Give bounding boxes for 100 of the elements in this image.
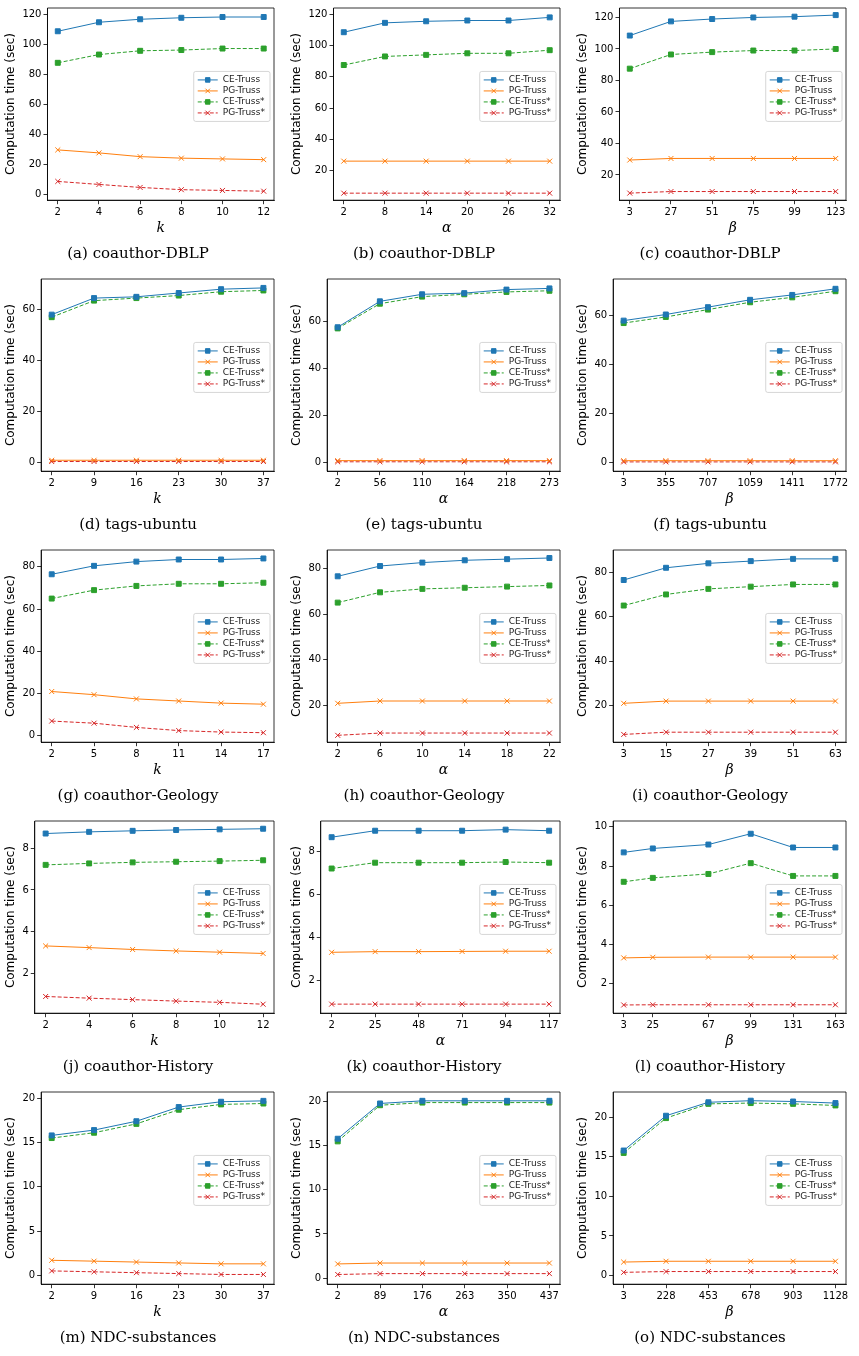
legend-label: PG-Truss [508,1169,547,1180]
y-tick-label: 60 [594,610,608,622]
x-axis-title: β [724,1303,734,1320]
y-tick-label: 80 [308,561,322,573]
y-tick-label: 40 [22,354,36,366]
legend-label: CE-Truss [508,345,547,356]
legend-label: CE-Truss [508,887,547,898]
y-axis-title: Computation time (sec) [289,575,304,718]
y-tick-label: 20 [28,157,42,169]
y-tick-label: 0 [28,1268,36,1280]
x-tick-label: 71 [455,1018,469,1030]
x-tick-label: 2 [48,476,55,488]
y-tick-label: 120 [594,11,614,23]
legend-label: PG-Truss* [508,920,552,931]
text: (i) coauthor-Geology [631,785,789,804]
x-axis-title: β [724,490,734,507]
x-tick-label: 37 [257,1289,270,1301]
y-axis-title: Computation time (sec) [289,304,304,447]
x-tick-label: 27 [664,205,678,217]
x-tick-label: 707 [698,476,718,488]
x-tick-label: 10 [216,205,229,217]
y-tick-label: 60 [22,303,36,315]
x-tick-label: 30 [214,476,228,488]
x-axis-title: β [724,761,734,778]
x-tick-label: 5 [90,747,98,759]
x-tick-label: 8 [133,747,140,759]
x-axis-title: α [438,1303,449,1320]
y-tick-label: 100 [594,42,614,54]
x-tick-label: 110 [412,476,432,488]
legend-label: PG-Truss [222,85,261,96]
x-tick-label: 26 [502,205,515,217]
y-tick-label: 20 [594,1110,608,1122]
y-tick-label: 0 [28,455,36,467]
x-tick-label: 14 [419,205,433,217]
y-tick-label: 40 [594,654,608,666]
legend-label: PG-Truss [794,898,833,909]
legend-label: CE-Truss* [508,1180,552,1191]
y-tick-label: 6 [308,888,315,900]
x-tick-label: 1059 [737,476,763,488]
y-tick-label: 15 [308,1139,322,1151]
y-tick-label: 80 [600,74,614,86]
x-axis-title: k [153,1303,162,1320]
y-tick-label: 120 [308,7,328,19]
y-axis-title: Computation time (sec) [3,575,18,718]
x-tick-label: 3 [620,747,627,759]
y-tick-label: 60 [308,607,322,619]
x-tick-label: 1128 [822,1289,849,1301]
x-tick-label: 350 [497,1289,517,1301]
y-tick-label: 2 [22,967,29,979]
text: (h) coauthor-Geology [343,785,505,804]
x-axis-title: α [442,219,453,236]
x-axis-title: k [150,1032,159,1049]
legend-label: CE-Truss* [222,1180,266,1191]
text: (c) coauthor-DBLP [639,243,781,262]
x-tick-label: 75 [746,205,760,217]
x-tick-label: 11 [172,747,186,759]
y-tick-label: 20 [22,687,36,699]
legend-label: PG-Truss [794,85,833,96]
x-tick-label: 10 [213,1018,226,1030]
x-tick-label: 8 [178,205,185,217]
legend-label: PG-Truss [794,1169,833,1180]
legend-label: PG-Truss* [508,107,552,118]
x-tick-label: 12 [256,1018,270,1030]
y-tick-label: 5 [28,1224,36,1236]
x-tick-label: 437 [539,1289,559,1301]
x-tick-label: 903 [783,1289,803,1301]
y-tick-label: 80 [28,67,42,79]
x-tick-label: 163 [825,1018,845,1030]
y-tick-label: 80 [594,565,608,577]
legend-label: CE-Truss [222,74,261,85]
y-tick-label: 20 [594,407,608,419]
y-tick-label: 80 [22,560,36,572]
legend-label: PG-Truss* [794,378,838,389]
legend-label: CE-Truss [222,1158,261,1169]
text: (o) NDC-substances [634,1327,786,1346]
x-tick-label: 355 [656,476,676,488]
y-tick-label: 0 [28,729,36,741]
x-tick-label: 2 [334,476,341,488]
x-axis-title: α [438,490,449,507]
y-tick-label: 60 [314,101,328,113]
x-tick-label: 10 [416,747,429,759]
y-tick-label: 80 [314,70,328,82]
x-tick-label: 32 [543,205,557,217]
x-tick-label: 30 [214,1289,228,1301]
y-tick-label: 120 [22,7,42,19]
x-tick-label: 273 [539,476,559,488]
legend-label: PG-Truss [508,898,547,909]
x-tick-label: 4 [95,205,103,217]
x-tick-label: 678 [741,1289,761,1301]
legend-label: CE-Truss [794,345,833,356]
legend-label: CE-Truss* [222,96,266,107]
legend-label: CE-Truss* [794,96,838,107]
x-axis-title: k [153,761,162,778]
legend-label: CE-Truss [794,1158,833,1169]
x-tick-label: 6 [136,205,144,217]
x-tick-label: 123 [826,205,846,217]
y-tick-label: 0 [600,456,608,468]
legend-label: PG-Truss* [222,649,266,660]
x-tick-label: 117 [539,1018,559,1030]
x-tick-label: 15 [659,747,673,759]
